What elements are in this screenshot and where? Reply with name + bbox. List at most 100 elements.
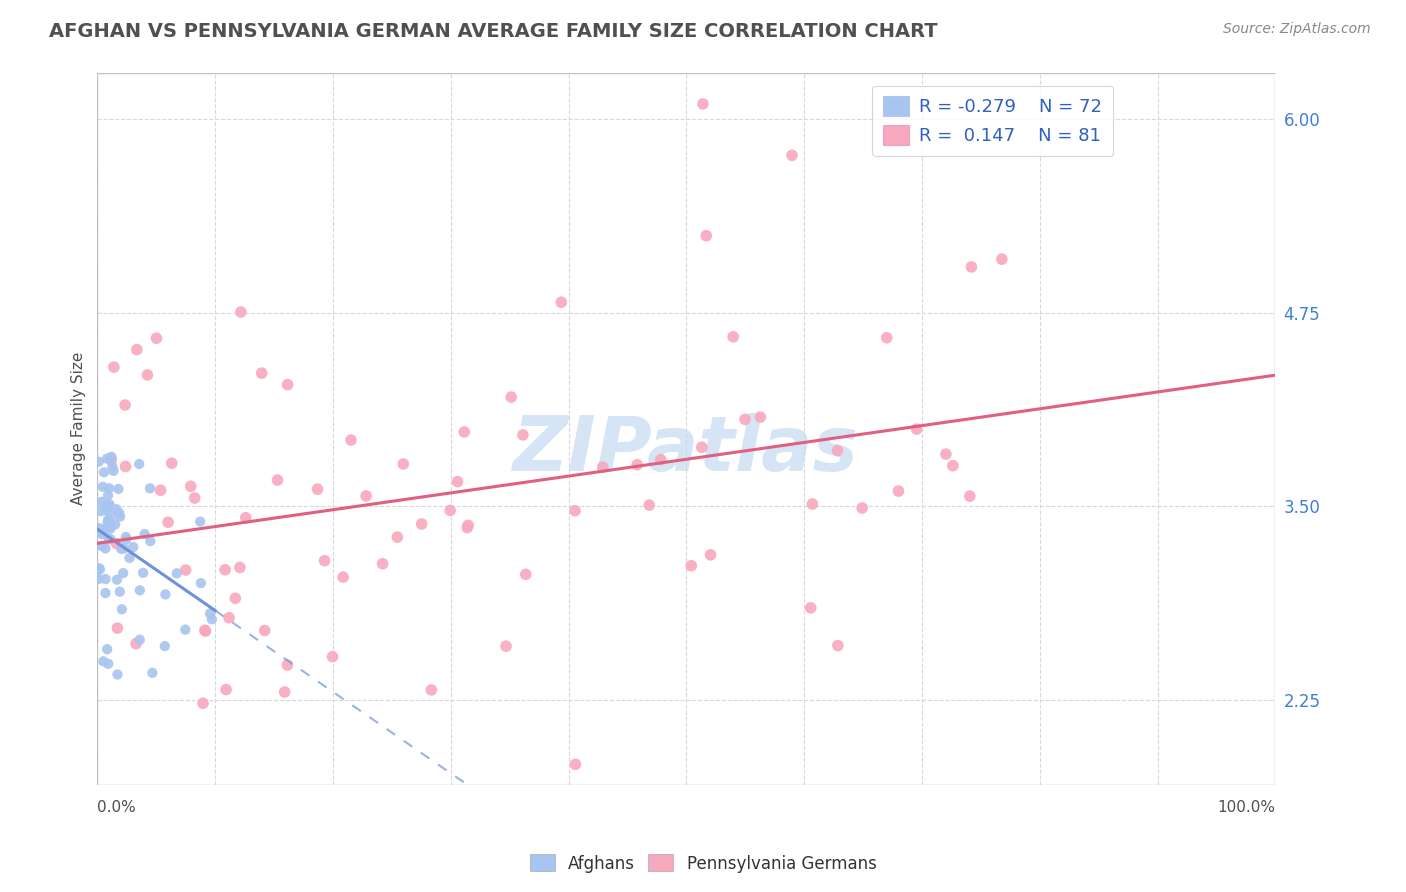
Point xyxy=(194,624,217,638)
Point xyxy=(105,536,128,550)
Point xyxy=(935,447,957,461)
Point xyxy=(96,642,118,657)
Point xyxy=(104,517,127,532)
Legend: Afghans, Pennsylvania Germans: Afghans, Pennsylvania Germans xyxy=(523,847,883,880)
Point xyxy=(98,498,121,512)
Point xyxy=(229,305,252,319)
Point xyxy=(87,564,110,578)
Y-axis label: Average Family Size: Average Family Size xyxy=(72,352,86,506)
Point xyxy=(626,458,648,472)
Point xyxy=(103,360,125,375)
Point xyxy=(100,450,122,464)
Point xyxy=(122,540,145,554)
Point xyxy=(439,503,461,517)
Point xyxy=(191,696,214,710)
Point xyxy=(118,551,141,566)
Point xyxy=(97,500,120,514)
Point xyxy=(91,525,114,540)
Point xyxy=(136,368,159,382)
Point xyxy=(111,602,134,616)
Point xyxy=(277,377,299,392)
Point xyxy=(98,481,121,495)
Point xyxy=(87,455,110,469)
Point xyxy=(314,554,336,568)
Point xyxy=(115,530,138,544)
Point xyxy=(420,682,443,697)
Legend: R = -0.279    N = 72, R =  0.147    N = 81: R = -0.279 N = 72, R = 0.147 N = 81 xyxy=(872,86,1114,156)
Point xyxy=(87,572,110,586)
Point xyxy=(108,509,131,524)
Point xyxy=(495,639,517,653)
Point xyxy=(780,148,803,162)
Point xyxy=(141,665,163,680)
Text: Source: ZipAtlas.com: Source: ZipAtlas.com xyxy=(1223,22,1371,37)
Point xyxy=(128,632,150,647)
Point xyxy=(94,572,117,586)
Point xyxy=(86,522,108,536)
Point xyxy=(276,658,298,673)
Point xyxy=(638,498,661,512)
Point xyxy=(515,567,537,582)
Point xyxy=(690,440,713,454)
Point xyxy=(112,541,135,556)
Point xyxy=(905,422,928,436)
Point xyxy=(96,521,118,535)
Point xyxy=(224,591,246,606)
Point xyxy=(190,576,212,591)
Point xyxy=(93,654,115,668)
Point xyxy=(387,530,409,544)
Point xyxy=(105,502,128,516)
Point xyxy=(94,522,117,536)
Point xyxy=(100,518,122,533)
Point xyxy=(89,562,111,576)
Point xyxy=(695,228,717,243)
Point xyxy=(215,682,238,697)
Point xyxy=(128,457,150,471)
Point xyxy=(97,532,120,546)
Point xyxy=(273,685,295,699)
Point xyxy=(942,458,965,473)
Point xyxy=(959,489,981,503)
Point xyxy=(160,456,183,470)
Point xyxy=(876,331,898,345)
Point xyxy=(145,331,167,345)
Point xyxy=(91,480,114,494)
Point xyxy=(550,295,572,310)
Point xyxy=(188,515,211,529)
Point xyxy=(307,482,329,496)
Point xyxy=(734,412,756,426)
Point xyxy=(112,566,135,580)
Point xyxy=(97,489,120,503)
Point xyxy=(98,518,121,533)
Point xyxy=(564,504,586,518)
Point xyxy=(107,482,129,496)
Point xyxy=(153,639,176,653)
Point xyxy=(332,570,354,584)
Point xyxy=(100,522,122,536)
Point xyxy=(218,611,240,625)
Point xyxy=(371,557,394,571)
Point xyxy=(139,534,162,549)
Point xyxy=(457,518,479,533)
Point xyxy=(887,484,910,499)
Point xyxy=(201,612,224,626)
Point xyxy=(100,452,122,467)
Text: ZIPatlas: ZIPatlas xyxy=(513,413,859,487)
Point xyxy=(392,457,415,471)
Point xyxy=(96,516,118,530)
Point xyxy=(453,425,475,439)
Point xyxy=(107,667,129,681)
Point xyxy=(90,539,112,553)
Point xyxy=(194,624,217,638)
Point xyxy=(91,527,114,541)
Point xyxy=(250,366,273,380)
Point xyxy=(94,586,117,600)
Point xyxy=(827,639,849,653)
Point xyxy=(564,757,586,772)
Point xyxy=(501,390,523,404)
Point xyxy=(101,459,124,474)
Point xyxy=(96,451,118,466)
Point xyxy=(108,584,131,599)
Point xyxy=(592,460,614,475)
Point xyxy=(692,97,714,112)
